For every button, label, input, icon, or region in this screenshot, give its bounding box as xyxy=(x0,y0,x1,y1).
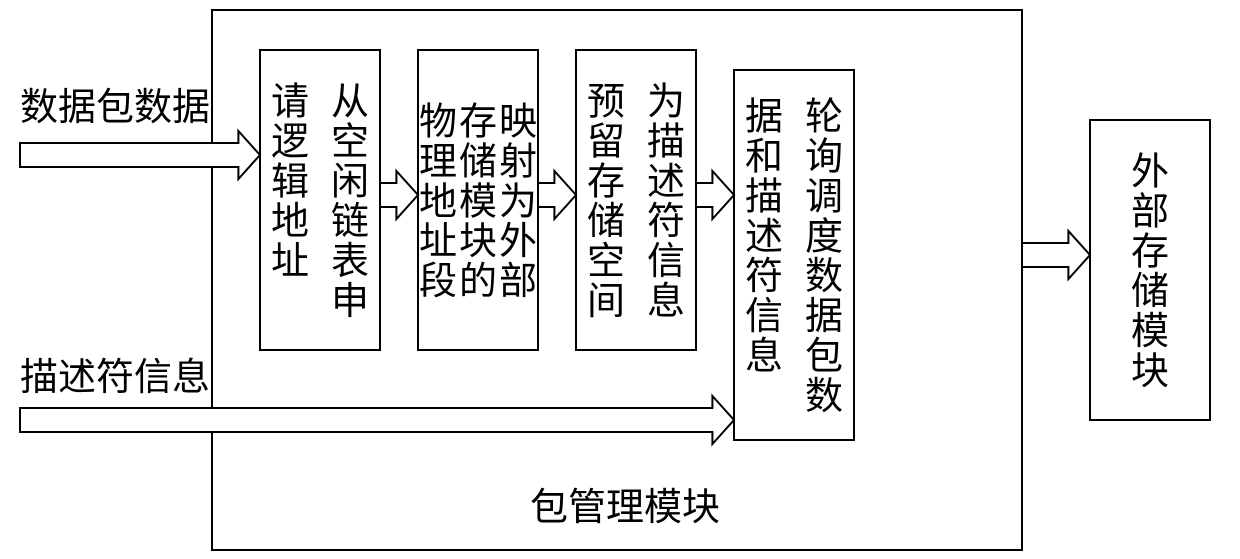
step-box-3: 为描述符信息预留存储空间 xyxy=(576,50,696,350)
output-box-text-col0: 外部存储模块 xyxy=(1131,152,1169,394)
step-box-4: 轮询调度数据包数据和描述符信息 xyxy=(734,70,854,440)
step-box-1-text-col1: 请逻辑地址 xyxy=(271,82,309,284)
step-box-2: 映射为外部存储模块的物理地址段 xyxy=(418,50,538,350)
step-box-2-text-col1: 存储模块的 xyxy=(459,101,497,303)
step-box-1: 从空闲链表申请逻辑地址 xyxy=(260,50,380,350)
step-box-4-text-col1: 据和描述符信息 xyxy=(745,97,783,378)
step-box-3-text-col0: 为描述符信息 xyxy=(647,82,685,324)
label-container-caption: 包管理模块 xyxy=(530,487,720,529)
step-box-2-text-col0: 映射为外部 xyxy=(499,101,537,303)
step-box-2-text-col2: 物理地址段 xyxy=(419,101,457,303)
step-box-3-text-col1: 预留存储空间 xyxy=(587,82,625,324)
step-box-1-text-col0: 从空闲链表申 xyxy=(331,82,369,324)
output-box: 外部存储模块 xyxy=(1090,120,1210,420)
arrow-out xyxy=(1022,231,1090,279)
label-data-in: 数据包数据 xyxy=(20,87,210,129)
step-box-4-text-col0: 轮询调度数据包数 xyxy=(805,97,843,418)
label-descriptor-in: 描述符信息 xyxy=(20,357,210,399)
